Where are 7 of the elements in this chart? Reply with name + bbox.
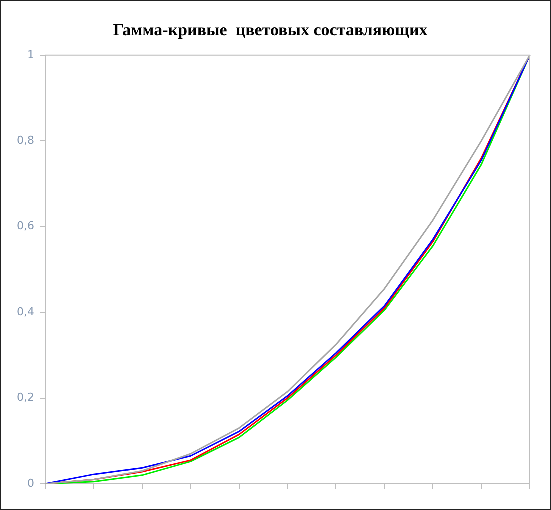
y-tick-label: 0,2 [16, 391, 34, 404]
y-tick-label: 0 [27, 476, 34, 490]
y-tick-label: 0,4 [16, 305, 34, 318]
y-tick-label: 0,6 [16, 220, 34, 233]
y-tick-label: 1 [27, 48, 34, 62]
chart-title: Гамма-кривые цветовых составляющих [113, 20, 428, 40]
y-tick-label: 0,8 [16, 134, 34, 147]
